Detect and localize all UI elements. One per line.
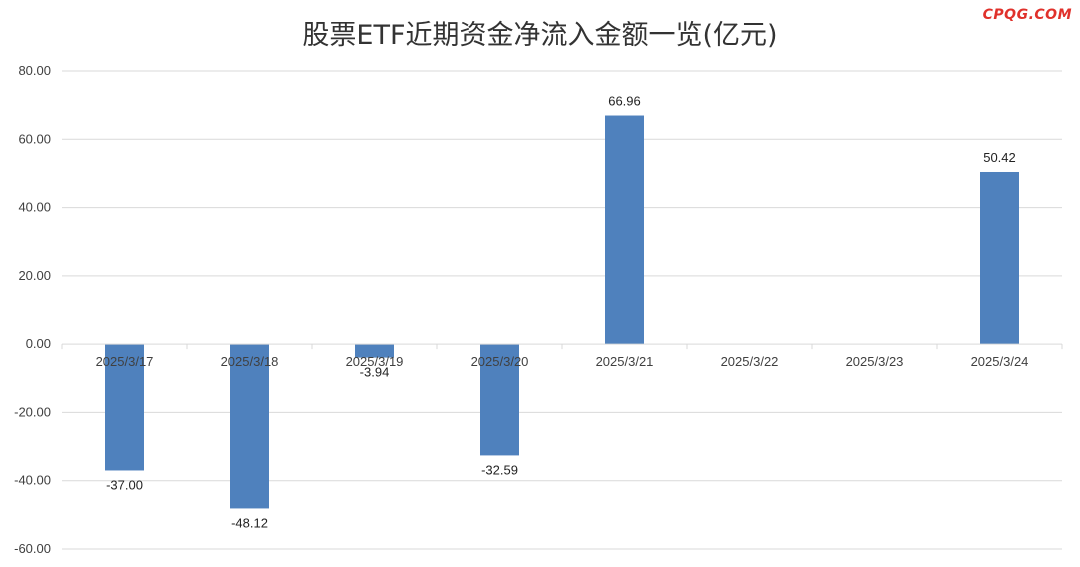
x-tick-label: 2025/3/18 [221,354,279,369]
x-tick-label: 2025/3/17 [96,354,154,369]
data-label: -3.94 [360,365,390,380]
data-label: 66.96 [608,94,641,109]
y-tick-label: -40.00 [14,473,51,488]
bar [105,344,144,471]
y-tick-label: 0.00 [26,336,51,351]
bar [980,171,1019,345]
x-tick-label: 2025/3/23 [846,354,904,369]
gridlines [62,70,1062,550]
y-tick-label: 20.00 [18,268,51,283]
y-tick-label: 60.00 [18,131,51,146]
data-labels: -37.00 -48.12 -3.94 -32.59 66.96 50.42 [106,94,1016,531]
data-label: -48.12 [231,515,268,530]
bar [230,344,269,509]
y-tick-label: -20.00 [14,404,51,419]
x-tick-label: 2025/3/20 [471,354,529,369]
bar [605,115,644,345]
zero-line [61,343,1063,350]
bars [105,115,1019,509]
x-tick-label: 2025/3/21 [596,354,654,369]
y-axis: 80.00 60.00 40.00 20.00 0.00 -20.00 -40.00 -60.… [14,63,51,556]
x-tick-label: 2025/3/19 [346,354,404,369]
x-axis: 2025/3/17 2025/3/18 2025/3/19 2025/3/20 2025… [96,354,1029,369]
watermark: CPQG.COM [983,7,1072,23]
data-label: 50.42 [983,150,1016,165]
data-label: -32.59 [481,462,518,477]
y-tick-label: 80.00 [18,63,51,78]
data-label: -37.00 [106,477,143,492]
x-tick-label: 2025/3/22 [721,354,779,369]
chart-title: 股票ETF近期资金净流入金额一览(亿元) [302,20,777,51]
y-tick-label: 40.00 [18,200,51,215]
bar [355,344,394,358]
y-tick-label: -60.00 [14,541,51,556]
x-tick-label: 2025/3/24 [971,354,1029,369]
bar [480,344,519,456]
